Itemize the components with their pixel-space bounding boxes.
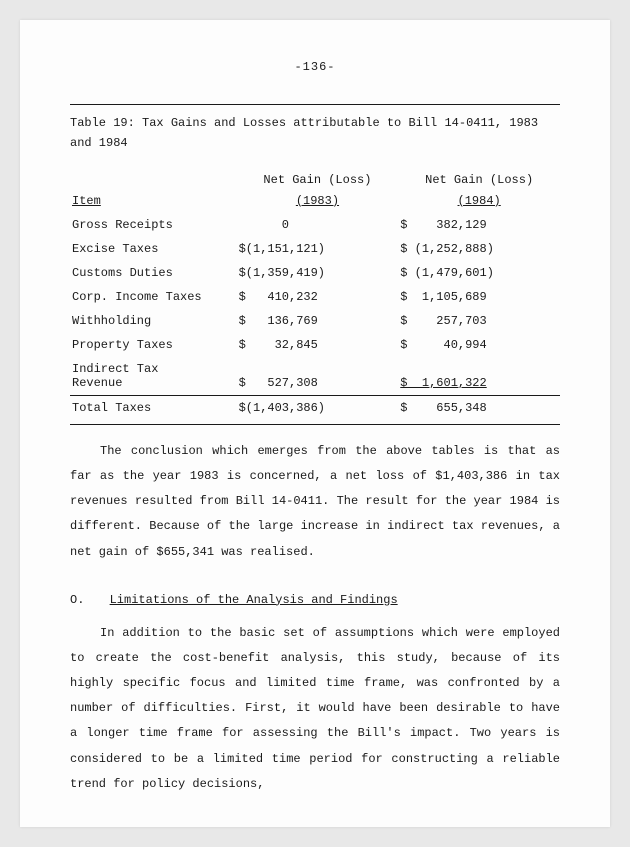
table-header-row-1: Net Gain (Loss) Net Gain (Loss) [70,168,560,189]
subtotal-item-bottom: Revenue [70,376,237,396]
total-1984: $ 655,348 [400,401,486,415]
item-cell: Property Taxes [70,333,237,357]
table-row: Corp. Income Taxes $ 410,232 $ 1,105,689 [70,285,560,309]
col-1984-header-top: Net Gain (Loss) [398,168,560,189]
col-1984-header-bottom: (1984) [458,194,501,208]
value-1983: $ 410,232 [239,290,318,304]
table-row: Excise Taxes $(1,151,121) $ (1,252,888) [70,237,560,261]
section-title: Limitations of the Analysis and Findings [110,593,398,607]
subtotal-1984: $ 1,601,322 [400,376,486,390]
subtotal-label-row: Indirect Tax [70,357,560,376]
total-1983: $(1,403,386) [239,401,325,415]
item-cell: Corp. Income Taxes [70,285,237,309]
section-label: O. [70,593,84,607]
table-row: Withholding $ 136,769 $ 257,703 [70,309,560,333]
section-heading: O. Limitations of the Analysis and Findi… [70,593,560,607]
value-1984: $ (1,252,888) [400,242,494,256]
col-1983-header-top: Net Gain (Loss) [237,168,399,189]
table-bottom-rule [70,424,560,425]
page-number: -136- [70,60,560,74]
value-1984: $ (1,479,601) [400,266,494,280]
total-item: Total Taxes [70,395,237,420]
table-row: Gross Receipts 0 $ 382,129 [70,210,560,237]
item-cell: Excise Taxes [70,237,237,261]
value-1984: $ 382,129 [400,218,486,232]
subtotal-1983: $ 527,308 [239,376,318,390]
value-1984: $ 40,994 [400,338,486,352]
value-1983: $ 136,769 [239,314,318,328]
table-top-rule [70,104,560,105]
value-1983: 0 [239,218,289,232]
value-1984: $ 1,105,689 [400,290,486,304]
document-page: -136- Table 19: Tax Gains and Losses att… [20,20,610,827]
table-row: Customs Duties $(1,359,419) $ (1,479,601… [70,261,560,285]
limitations-paragraph: In addition to the basic set of assumpti… [70,621,560,797]
col-1983-header-bottom: (1983) [296,194,339,208]
item-cell: Gross Receipts [70,210,237,237]
table-header-row-2: Item (1983) (1984) [70,189,560,210]
item-cell: Withholding [70,309,237,333]
table-row: Property Taxes $ 32,845 $ 40,994 [70,333,560,357]
tax-table: Net Gain (Loss) Net Gain (Loss) Item (19… [70,168,560,420]
value-1983: $ 32,845 [239,338,318,352]
value-1983: $(1,151,121) [239,242,325,256]
subtotal-item-top: Indirect Tax [70,357,237,376]
table-caption: Table 19: Tax Gains and Losses attributa… [70,113,560,154]
total-row: Total Taxes $(1,403,386) $ 655,348 [70,395,560,420]
item-cell: Customs Duties [70,261,237,285]
value-1983: $(1,359,419) [239,266,325,280]
subtotal-row: Revenue $ 527,308 $ 1,601,322 [70,376,560,396]
item-header: Item [72,194,101,208]
value-1984: $ 257,703 [400,314,486,328]
conclusion-paragraph: The conclusion which emerges from the ab… [70,439,560,565]
